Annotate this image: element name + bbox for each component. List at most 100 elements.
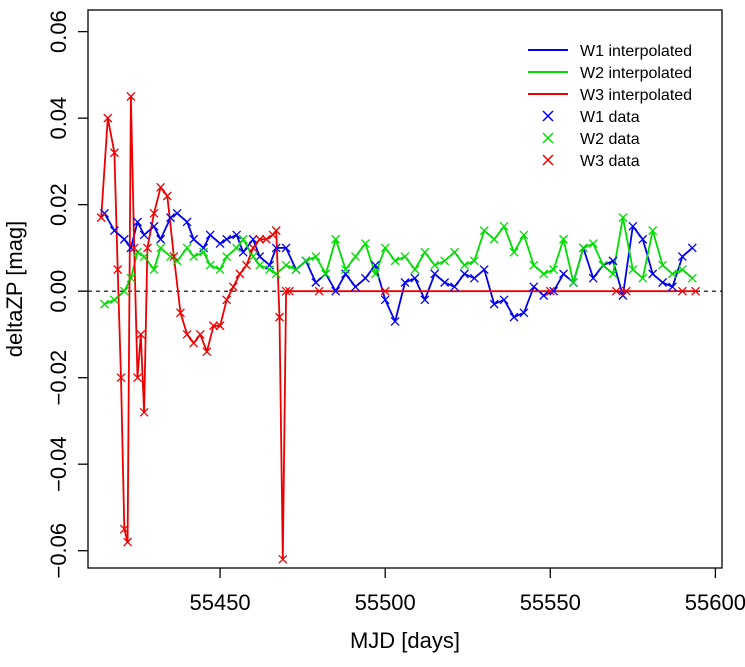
x-axis-label: MJD [days] bbox=[350, 628, 460, 653]
data-point-w3 bbox=[242, 260, 251, 270]
data-point-w2 bbox=[172, 256, 182, 266]
data-point-w2 bbox=[430, 260, 440, 270]
data-point-w2 bbox=[119, 286, 129, 296]
series-points bbox=[96, 92, 701, 564]
data-point-w3 bbox=[209, 321, 218, 331]
legend-cross-swatch bbox=[542, 110, 554, 122]
data-point-w2 bbox=[360, 239, 370, 249]
data-point-w2 bbox=[559, 234, 568, 244]
data-point-w1 bbox=[232, 230, 242, 240]
y-tick-label: 0.06 bbox=[46, 10, 71, 53]
data-point-w2 bbox=[410, 265, 420, 274]
data-point-w3 bbox=[169, 252, 179, 262]
data-point-w2 bbox=[321, 269, 331, 279]
data-point-w1 bbox=[255, 252, 265, 262]
data-point-w1 bbox=[459, 269, 469, 279]
data-point-w3 bbox=[222, 295, 232, 305]
data-point-w1 bbox=[479, 265, 489, 274]
data-point-w1 bbox=[100, 208, 109, 218]
data-point-w1 bbox=[215, 239, 225, 249]
data-point-w3 bbox=[268, 230, 278, 240]
data-point-w1 bbox=[410, 273, 420, 283]
data-point-w1 bbox=[182, 217, 192, 227]
y-tick-label: 0.02 bbox=[46, 183, 71, 226]
legend-label: W3 data bbox=[580, 153, 640, 170]
legend-label: W3 interpolated bbox=[580, 87, 692, 104]
data-point-w2 bbox=[100, 299, 109, 309]
data-point-w2 bbox=[459, 260, 469, 270]
data-point-w2 bbox=[440, 256, 450, 266]
data-point-w3 bbox=[136, 329, 146, 339]
x-tick-label: 55600 bbox=[685, 590, 745, 615]
data-point-w1 bbox=[687, 243, 697, 253]
data-point-w1 bbox=[222, 234, 232, 244]
data-point-w3 bbox=[126, 92, 136, 101]
series-line-w2 bbox=[104, 216, 693, 305]
y-tick-label: 0.00 bbox=[46, 270, 71, 313]
data-point-w1 bbox=[341, 269, 351, 279]
data-point-w3 bbox=[281, 286, 291, 296]
data-point-w2 bbox=[370, 269, 380, 279]
data-point-w3 bbox=[248, 243, 258, 253]
data-point-w2 bbox=[469, 256, 479, 266]
data-point-w3 bbox=[149, 208, 159, 218]
data-point-w1 bbox=[519, 308, 529, 318]
data-point-w2 bbox=[450, 247, 459, 257]
data-point-w2 bbox=[205, 260, 215, 270]
x-tick-label: 55500 bbox=[355, 590, 416, 615]
data-point-w3 bbox=[103, 113, 113, 123]
data-point-w2 bbox=[509, 247, 519, 257]
y-tick-label: −0.04 bbox=[46, 436, 71, 492]
data-point-w1 bbox=[119, 234, 129, 244]
data-point-w2 bbox=[588, 239, 598, 249]
data-point-w1 bbox=[549, 286, 559, 296]
data-point-w2 bbox=[618, 213, 628, 223]
data-point-w1 bbox=[658, 278, 668, 287]
data-point-w2 bbox=[199, 247, 209, 257]
data-point-w1 bbox=[539, 291, 549, 300]
data-point-w3 bbox=[691, 286, 701, 296]
series-line-w1 bbox=[103, 212, 693, 323]
data-point-w1 bbox=[509, 312, 519, 322]
data-point-w3 bbox=[202, 347, 212, 357]
data-point-w3 bbox=[271, 226, 281, 236]
data-point-w3 bbox=[545, 286, 555, 296]
data-point-w1 bbox=[588, 273, 598, 283]
data-point-w2 bbox=[390, 256, 400, 266]
data-point-w1 bbox=[109, 226, 119, 236]
data-point-w1 bbox=[271, 243, 281, 253]
data-point-w2 bbox=[133, 247, 142, 257]
data-point-w2 bbox=[598, 260, 608, 270]
data-point-w1 bbox=[499, 295, 509, 305]
plot-frame bbox=[87, 9, 723, 569]
data-point-w1 bbox=[618, 291, 628, 300]
data-point-w1 bbox=[400, 278, 410, 287]
data-point-w1 bbox=[189, 234, 199, 244]
data-point-w1 bbox=[420, 295, 430, 305]
data-point-w3 bbox=[109, 148, 119, 158]
data-point-w2 bbox=[628, 265, 638, 274]
data-point-w3 bbox=[182, 329, 192, 339]
data-point-w3 bbox=[228, 282, 238, 292]
data-point-w3 bbox=[261, 234, 271, 244]
data-point-w1 bbox=[311, 278, 321, 287]
legend: W1 interpolated W2 interpolated W3 interpo… bbox=[528, 43, 692, 170]
legend-cross-swatch bbox=[542, 154, 554, 166]
data-point-w3 bbox=[175, 308, 185, 318]
data-point-w1 bbox=[390, 316, 400, 326]
data-point-w3 bbox=[621, 286, 631, 296]
data-point-w2 bbox=[265, 265, 275, 274]
legend-label: W1 interpolated bbox=[580, 43, 692, 60]
legend-label: W1 data bbox=[580, 109, 640, 126]
data-point-w1 bbox=[248, 234, 258, 244]
data-point-w3 bbox=[255, 234, 265, 244]
data-point-w1 bbox=[166, 213, 176, 223]
data-point-w2 bbox=[638, 273, 648, 283]
data-point-w1 bbox=[126, 243, 136, 253]
data-point-w2 bbox=[658, 260, 668, 270]
data-point-w2 bbox=[479, 226, 489, 236]
data-point-w3 bbox=[314, 286, 324, 296]
data-point-w2 bbox=[255, 260, 265, 270]
data-point-w3 bbox=[119, 524, 129, 534]
